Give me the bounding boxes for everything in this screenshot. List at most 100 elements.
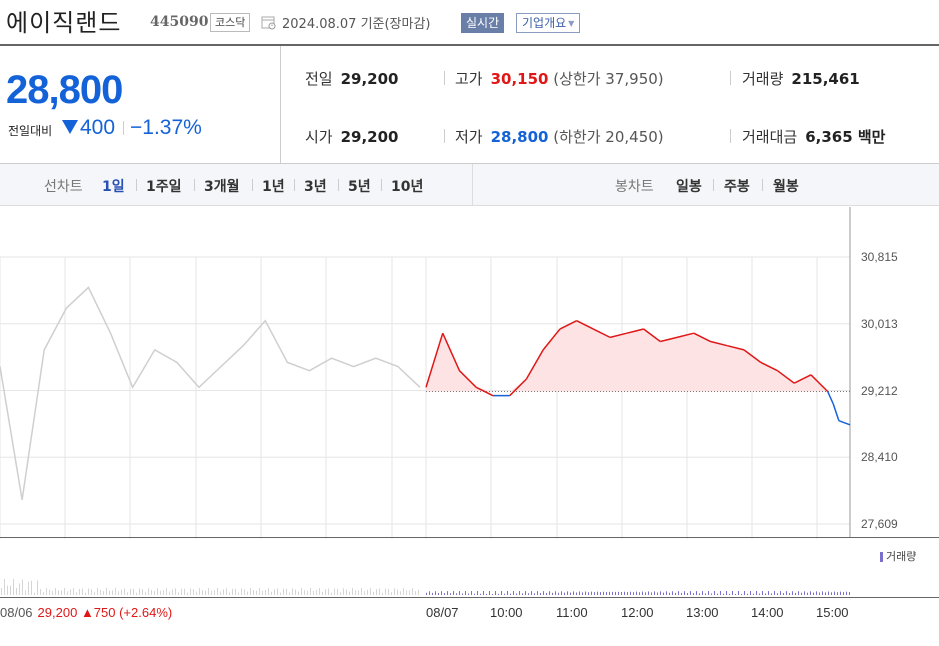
prev-close: 전일 29,200: [305, 68, 399, 89]
period-5y[interactable]: 5년: [348, 179, 371, 195]
volume-bar: [660, 591, 661, 595]
volume-bar: [765, 593, 766, 595]
prev-volume-bar: [268, 588, 269, 595]
volume-bar: [693, 593, 694, 595]
prev-volume-bar: [76, 592, 77, 595]
price-line-segment: [442, 332, 461, 371]
prev-volume-bar: [139, 588, 140, 595]
prev-volume-bar: [406, 590, 407, 595]
volume-bar: [534, 593, 535, 595]
volume-bar: [552, 592, 553, 595]
volume-bar: [825, 592, 826, 595]
prev-volume-bar: [40, 589, 41, 595]
volume-bar: [810, 591, 811, 595]
y-tick-label: 27,609: [861, 517, 898, 531]
volume-bar: [624, 591, 625, 595]
volume-bar: [711, 593, 712, 595]
period-1d[interactable]: 1일: [102, 179, 125, 195]
price-chart[interactable]: 30,815 30,013 29,212 28,410 27,609 거래량 0…: [0, 207, 939, 646]
company-overview-button[interactable]: 기업개요 ▼: [516, 13, 581, 33]
prev-volume-bar: [22, 579, 23, 595]
period-1w[interactable]: 1주일: [146, 179, 182, 195]
quote-divider: [444, 129, 445, 143]
realtime-badge[interactable]: 실시간: [461, 13, 505, 33]
period-3y[interactable]: 3년: [304, 179, 327, 195]
candle-daily[interactable]: 일봉: [676, 179, 702, 195]
price-line-segment: [593, 328, 611, 339]
candle-weekly[interactable]: 주봉: [724, 179, 750, 195]
prev-day-info: 08/06 29,200 ▲750 (+2.64%): [0, 605, 172, 620]
volume-bar: [525, 591, 526, 595]
prev-volume-bar: [184, 588, 185, 595]
volume-bar: [573, 591, 574, 595]
prev-volume-bar: [274, 589, 275, 595]
volume-bar: [792, 591, 793, 595]
prev-volume-bar: [259, 588, 260, 595]
price-line-segment: [475, 386, 494, 397]
prev-volume-bar: [343, 588, 344, 595]
prev-volume-bar: [301, 588, 302, 595]
period-1y[interactable]: 1년: [262, 179, 285, 195]
volume-bar: [642, 591, 643, 595]
prev-volume-bar: [241, 588, 242, 595]
x-tick-label: 14:00: [751, 605, 784, 620]
y-tick-label: 29,212: [861, 384, 898, 398]
x-tick-label: 10:00: [490, 605, 523, 620]
prev-volume-bar: [49, 589, 50, 595]
prev-volume-bar: [250, 588, 251, 595]
prev-volume-bar: [154, 590, 155, 595]
volume-bar: [762, 591, 763, 595]
volume-bar: [504, 593, 505, 595]
period-divider: [294, 179, 295, 191]
volume-bar: [744, 591, 745, 595]
price-line-segment: [559, 320, 577, 330]
volume-bar: [555, 591, 556, 595]
prev-volume-bar: [115, 588, 116, 595]
volume-bar: [696, 591, 697, 595]
volume-bar: [708, 591, 709, 595]
prev-volume-bar: [100, 589, 101, 595]
prev-volume-bar: [403, 588, 404, 595]
volume-bar: [564, 592, 565, 595]
prev-volume-bar: [322, 591, 323, 595]
prev-volume-bar: [67, 591, 68, 595]
prev-volume-bar: [271, 591, 272, 595]
volume-bar: [843, 592, 844, 595]
volume-bar: [618, 591, 619, 595]
prev-volume-bar: [127, 592, 128, 595]
open-label: 시가: [305, 128, 333, 146]
prev-volume-bar: [136, 592, 137, 595]
prev-volume-bar: [55, 588, 56, 595]
volume-bar: [456, 593, 457, 595]
volume-bar: [585, 591, 586, 595]
volume-bar: [687, 593, 688, 595]
period-3m[interactable]: 3개월: [204, 179, 240, 195]
prev-volume-bar: [280, 592, 281, 595]
prev-volume-bar: [388, 588, 389, 595]
prev-volume-bar: [286, 588, 287, 595]
x-axis-line: [0, 597, 939, 598]
low-value: 28,800: [490, 128, 549, 146]
prev-volume-bar: [124, 588, 125, 595]
price-line-segment: [810, 374, 829, 393]
period-10y[interactable]: 10년: [391, 179, 424, 195]
volume-bar: [480, 593, 481, 595]
prev-volume-bar: [211, 590, 212, 595]
volume-bar: [648, 591, 649, 595]
prev-volume-bar: [328, 588, 329, 595]
volume-bar: [798, 591, 799, 595]
prev-volume-bar: [1, 587, 2, 595]
prev-volume-bar: [43, 591, 44, 595]
prev-volume-bar: [31, 580, 32, 595]
prev-volume-bar: [247, 591, 248, 595]
high-value: 30,150: [490, 70, 549, 88]
volume-bar: [804, 591, 805, 595]
x-tick-label: 15:00: [816, 605, 849, 620]
price-area-fill: [426, 320, 850, 392]
candle-monthly[interactable]: 월봉: [773, 179, 799, 195]
period-divider: [713, 179, 714, 191]
volume-bar: [513, 591, 514, 595]
candle-chart-label: 봉차트: [615, 179, 654, 195]
volume-bar: [468, 593, 469, 595]
prev-volume-bar: [397, 589, 398, 595]
